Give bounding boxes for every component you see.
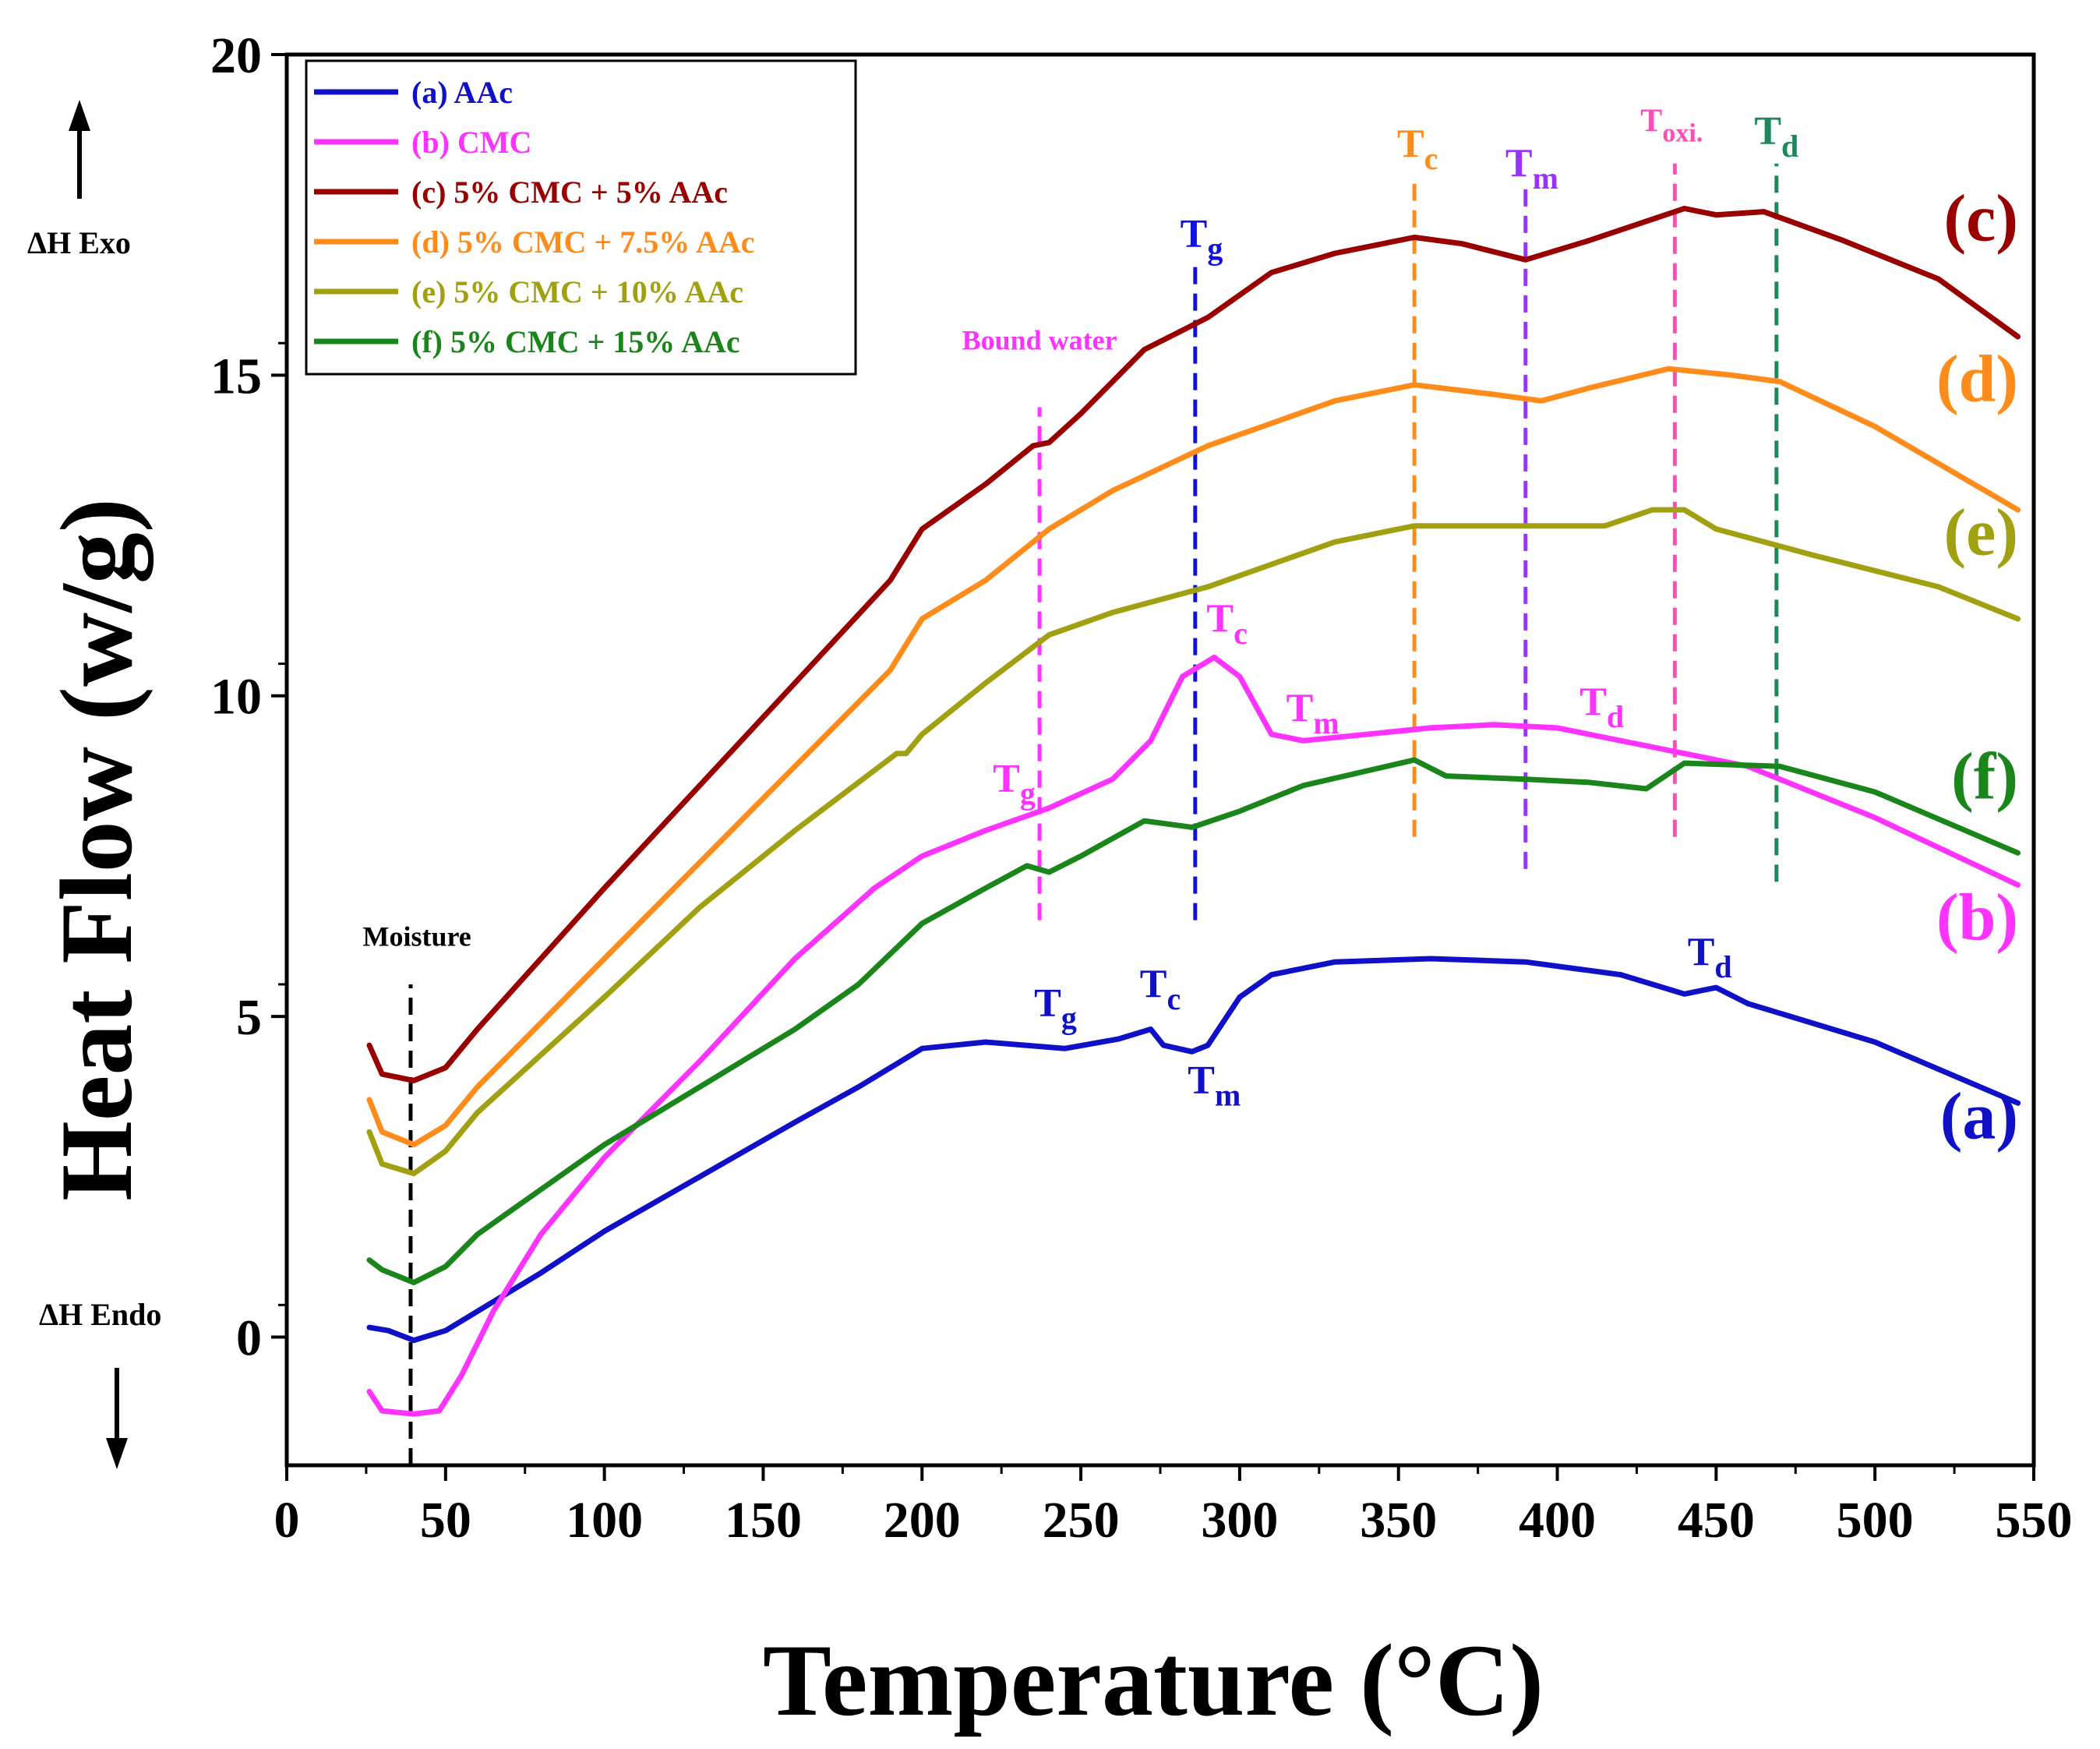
series-line-e bbox=[366, 507, 2021, 1177]
series-line-c bbox=[366, 206, 2021, 1083]
x-tick-label: 350 bbox=[1360, 1492, 1437, 1549]
annotation-tg: Tg bbox=[1034, 981, 1077, 1036]
x-tick-label: 0 bbox=[274, 1492, 300, 1549]
y-tick-label: 10 bbox=[210, 669, 262, 726]
series-line-a bbox=[366, 956, 2021, 1344]
endo-arrow-icon bbox=[106, 1368, 128, 1469]
annotation-moisture: Moisture bbox=[362, 921, 471, 952]
annotation-tg: Tg bbox=[1181, 212, 1223, 267]
endo-label: ΔH Endo bbox=[39, 1297, 161, 1332]
annotation-td: Td bbox=[1754, 109, 1798, 164]
x-tick-label: 300 bbox=[1201, 1492, 1278, 1549]
legend-label-c: (c) 5% CMC + 5% AAc bbox=[411, 175, 728, 210]
y-tick-label: 0 bbox=[236, 1309, 262, 1366]
series-end-label-b: (b) bbox=[1936, 879, 2018, 954]
y-tick-label: 5 bbox=[236, 989, 262, 1046]
series-end-labels: (a) (b) (c) (d) (e) (f) bbox=[1936, 181, 2018, 1154]
x-tick-label: 150 bbox=[725, 1492, 802, 1549]
annotation-tc: Tc bbox=[1206, 596, 1247, 651]
annotation-tg: Tg bbox=[993, 757, 1036, 811]
exo-arrow-icon bbox=[69, 100, 90, 199]
annotation-tm: Tm bbox=[1188, 1058, 1241, 1113]
legend-label-b: (b) CMC bbox=[411, 125, 531, 160]
x-tick-label: 400 bbox=[1519, 1492, 1596, 1549]
annotation-tm: Tm bbox=[1505, 141, 1558, 196]
axes: 0 50 100 150 200 250 300 350 400 450 500 550 0 5 10 15 2… bbox=[210, 27, 2073, 1549]
annotation-toxi: Toxi. bbox=[1640, 104, 1703, 148]
exo-label: ΔH Exo bbox=[27, 225, 131, 260]
annotation-tc: Tc bbox=[1140, 962, 1181, 1016]
y-tick-label: 15 bbox=[210, 348, 262, 405]
x-tick-label: 100 bbox=[566, 1492, 643, 1549]
annotation-tc: Tc bbox=[1397, 122, 1438, 177]
legend-box bbox=[305, 59, 857, 376]
x-tick-label: 450 bbox=[1678, 1492, 1755, 1549]
x-tick-label: 50 bbox=[420, 1492, 471, 1549]
series-lines bbox=[366, 206, 2021, 1417]
x-tick-label: 200 bbox=[884, 1492, 961, 1549]
y-tick-label: 20 bbox=[210, 27, 262, 84]
series-line-d bbox=[366, 366, 2021, 1148]
annotation-td: Td bbox=[1579, 680, 1624, 734]
legend: (a) AAc (b) CMC (c) 5% CMC + 5% AAc (d) 5% … bbox=[305, 59, 857, 376]
x-tick-label: 250 bbox=[1043, 1492, 1120, 1549]
x-tick-label: 550 bbox=[1996, 1492, 2073, 1549]
x-axis-title: Temperature (°C) bbox=[763, 1623, 1544, 1737]
annotation-bound-water: Bound water bbox=[962, 324, 1117, 355]
annotation-tm: Tm bbox=[1286, 687, 1339, 741]
series-end-label-c: (c) bbox=[1944, 181, 2018, 256]
series-end-label-e: (e) bbox=[1944, 495, 2018, 570]
series-end-label-a: (a) bbox=[1940, 1078, 2018, 1153]
legend-label-a: (a) AAc bbox=[411, 75, 513, 110]
legend-label-d: (d) 5% CMC + 7.5% AAc bbox=[411, 224, 755, 260]
series-end-label-d: (d) bbox=[1936, 341, 2018, 415]
series-line-f bbox=[366, 757, 2021, 1285]
x-tick-label: 500 bbox=[1837, 1492, 1914, 1549]
legend-label-f: (f) 5% CMC + 15% AAc bbox=[411, 324, 740, 359]
series-line-b bbox=[366, 654, 2021, 1417]
y-axis-title: Heat Flow (w/g) bbox=[39, 498, 154, 1201]
series-end-label-f: (f) bbox=[1951, 738, 2018, 813]
legend-label-e: (e) 5% CMC + 10% AAc bbox=[411, 274, 743, 309]
annotation-td: Td bbox=[1688, 930, 1732, 984]
